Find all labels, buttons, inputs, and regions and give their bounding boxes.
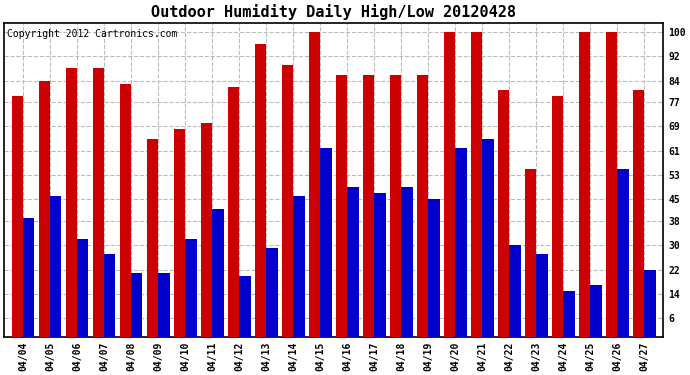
Bar — [201, 123, 213, 337]
Bar — [39, 81, 50, 337]
Bar — [77, 239, 88, 337]
Bar — [579, 32, 591, 337]
Bar — [320, 148, 332, 337]
Bar — [266, 248, 277, 337]
Bar — [12, 96, 23, 337]
Bar — [185, 239, 197, 337]
Bar — [606, 32, 618, 337]
Bar — [633, 90, 644, 337]
Bar — [347, 187, 359, 337]
Bar — [618, 169, 629, 337]
Bar — [239, 276, 250, 337]
Bar — [552, 96, 564, 337]
Bar — [104, 254, 115, 337]
Bar — [525, 169, 536, 337]
Bar — [390, 75, 402, 337]
Bar — [644, 270, 656, 337]
Bar — [255, 44, 266, 337]
Bar — [158, 273, 170, 337]
Bar — [309, 32, 320, 337]
Title: Outdoor Humidity Daily High/Low 20120428: Outdoor Humidity Daily High/Low 20120428 — [151, 4, 516, 20]
Bar — [174, 129, 185, 337]
Bar — [66, 68, 77, 337]
Bar — [509, 245, 521, 337]
Bar — [92, 68, 104, 337]
Bar — [455, 148, 466, 337]
Bar — [498, 90, 509, 337]
Text: Copyright 2012 Cartronics.com: Copyright 2012 Cartronics.com — [8, 29, 178, 39]
Bar — [428, 200, 440, 337]
Bar — [282, 65, 293, 337]
Bar — [482, 138, 493, 337]
Bar — [591, 285, 602, 337]
Bar — [131, 273, 143, 337]
Bar — [228, 87, 239, 337]
Bar — [23, 218, 34, 337]
Bar — [402, 187, 413, 337]
Bar — [50, 196, 61, 337]
Bar — [120, 84, 131, 337]
Bar — [471, 32, 482, 337]
Bar — [564, 291, 575, 337]
Bar — [336, 75, 347, 337]
Bar — [213, 209, 224, 337]
Bar — [536, 254, 548, 337]
Bar — [374, 194, 386, 337]
Bar — [293, 196, 304, 337]
Bar — [363, 75, 374, 337]
Bar — [417, 75, 428, 337]
Bar — [147, 138, 158, 337]
Bar — [444, 32, 455, 337]
